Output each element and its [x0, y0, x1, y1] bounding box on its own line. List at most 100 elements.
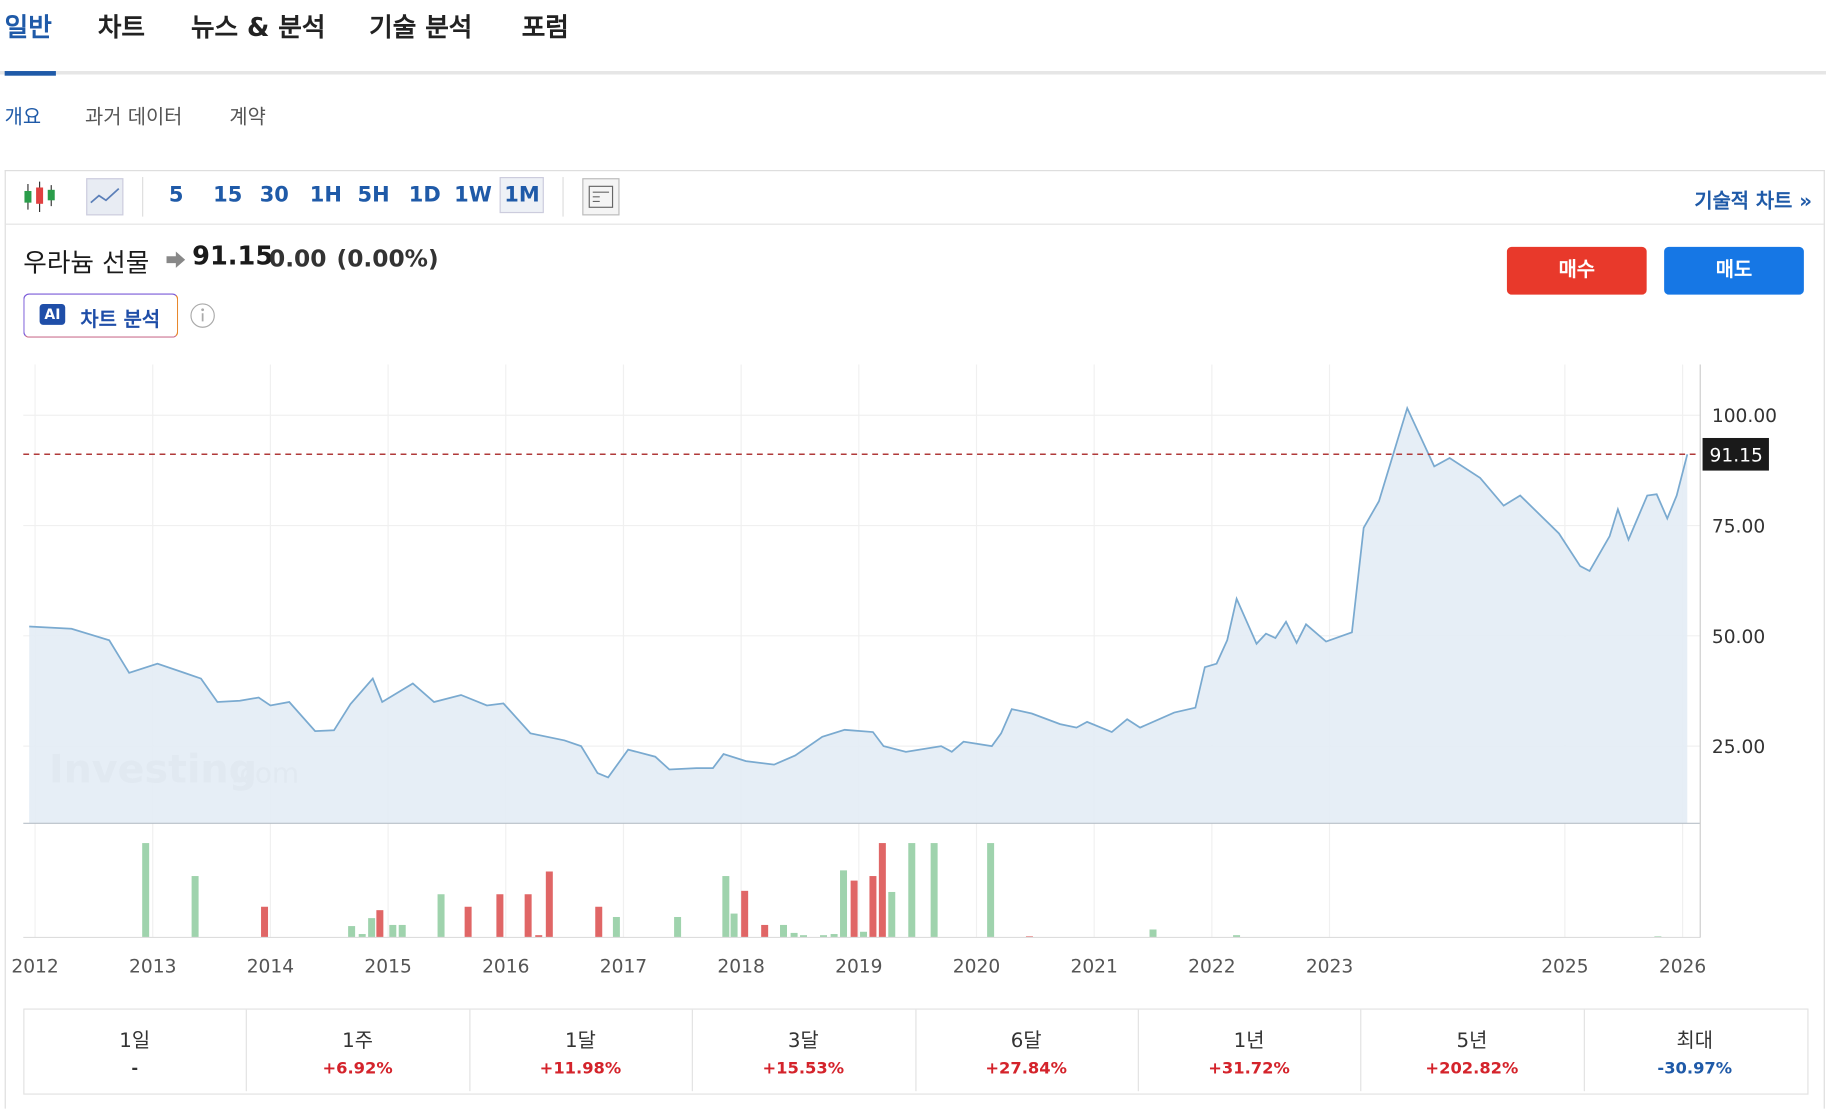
change-value: +31.72% [1208, 1059, 1290, 1079]
period: 3달 [787, 1029, 819, 1053]
volume-bar [368, 918, 376, 938]
volume-bar [987, 843, 995, 938]
volume-bar [830, 934, 838, 938]
ai-chip[interactable]: AI 차트 분석 [23, 293, 179, 338]
x-tick-label: 2023 [1306, 956, 1353, 977]
chart-frame [4, 170, 1825, 1109]
x-tick-label: 2026 [1659, 956, 1706, 977]
volume-bar [358, 934, 366, 938]
performance-cell: 1주 +6.92% [246, 1009, 471, 1092]
last-price-label: 91.15 [1710, 445, 1763, 466]
x-tick-label: 2012 [11, 956, 58, 977]
tab[interactable]: 포럼 [521, 13, 569, 44]
candle-icon[interactable] [23, 181, 56, 214]
y-tick-label: 50.00 [1712, 627, 1765, 648]
volume-bar [730, 913, 738, 938]
volume-bar [191, 876, 199, 938]
interval[interactable]: 1W [454, 182, 492, 208]
performance-cell: 3달 +15.53% [692, 1009, 916, 1092]
volume-bar [860, 931, 868, 938]
info-icon[interactable] [190, 303, 216, 329]
volume-bar [348, 926, 356, 938]
volume-bar [142, 843, 150, 938]
period: 최대 [1676, 1029, 1713, 1053]
change-value: +15.53% [762, 1059, 845, 1079]
change-value: +202.82% [1425, 1059, 1519, 1079]
change: 0.00 [269, 244, 327, 273]
interval[interactable]: 15 [213, 182, 243, 208]
change-value: - [131, 1059, 139, 1079]
interval[interactable]: 5H [357, 182, 390, 208]
period: 1달 [565, 1029, 596, 1053]
x-tick-label: 2025 [1541, 956, 1588, 977]
x-tick-label: 2021 [1070, 956, 1117, 977]
volume-bar [888, 891, 896, 938]
buy-button[interactable]: 매수 [1506, 246, 1647, 295]
y-tick-label: 25.00 [1712, 737, 1765, 758]
x-tick-label: 2014 [247, 956, 294, 977]
period: 1년 [1233, 1029, 1265, 1053]
last-price-box [1702, 437, 1769, 471]
volume-bar [398, 924, 406, 938]
performance-cell: 1일 - [23, 1009, 248, 1092]
interval[interactable]: 1D [408, 182, 441, 208]
volume-bar [780, 924, 787, 938]
tab[interactable]: 차트 [97, 13, 145, 44]
period: 1주 [342, 1029, 373, 1053]
x-tick-label: 2022 [1188, 956, 1235, 977]
ai-label: 차트 분석 [80, 308, 161, 332]
change-value: +6.92% [322, 1059, 393, 1079]
subtab[interactable]: 과거 데이터 [85, 105, 183, 130]
interval[interactable]: 30 [259, 182, 289, 208]
volume-bar [612, 916, 620, 938]
subtab[interactable]: 계약 [229, 105, 266, 130]
interval[interactable]: 1H [309, 182, 342, 208]
volume-bar [840, 870, 848, 938]
volume-bar [524, 894, 532, 938]
volume-bar [535, 935, 543, 938]
tab-indicator [4, 71, 56, 76]
line-icon[interactable] [86, 178, 124, 216]
tab[interactable]: 일반 [4, 13, 52, 44]
tab[interactable]: 기술 분석 [369, 13, 473, 44]
tab-rule [0, 71, 1826, 75]
news-icon[interactable] [582, 178, 620, 216]
interval[interactable]: 5 [168, 182, 184, 208]
x-tick-label: 2016 [482, 956, 529, 977]
chart: 2012 2013 2014 2015 2016 2017 2018 2019 2020 2021… [11, 364, 1777, 977]
tab[interactable]: 뉴스 & 분석 [190, 13, 326, 44]
instrument-name: 우라늄 선물 [23, 249, 150, 279]
performance-cell: 5년 +202.82% [1360, 1009, 1585, 1092]
period: 6달 [1010, 1029, 1042, 1053]
volume-bar [437, 894, 445, 938]
divider [562, 177, 564, 217]
volume-bar [761, 924, 769, 938]
volume-bar [800, 935, 808, 938]
period: 1일 [119, 1029, 151, 1053]
x-tick-label: 2013 [129, 956, 176, 977]
technical-chart-link[interactable]: 기술적 차트 » [1694, 189, 1813, 214]
volume-bar [878, 843, 886, 938]
period: 5년 [1456, 1029, 1488, 1053]
x-tick-label: 2017 [600, 956, 647, 977]
volume-bar [376, 910, 384, 938]
price: 91.15 [192, 242, 274, 272]
subtab[interactable]: 개요 [4, 105, 42, 130]
x-tick-label: 2015 [364, 956, 411, 977]
performance-cell: 1년 +31.72% [1138, 1009, 1362, 1092]
volume-bar [722, 876, 730, 938]
sell-button[interactable]: 매도 [1664, 246, 1804, 295]
change-value: -30.97% [1657, 1059, 1733, 1079]
divider [142, 177, 144, 217]
performance-table [23, 1008, 1809, 1095]
volume-bar [820, 935, 828, 938]
volume-bar [741, 890, 749, 938]
volume-bar [261, 906, 269, 938]
volume-bar [389, 924, 397, 938]
volume-bar [674, 916, 682, 938]
change-value: +27.84% [985, 1059, 1067, 1079]
ai-badge: AI [39, 303, 66, 325]
performance-cell: 6달 +27.84% [915, 1009, 1139, 1092]
toolbar-rule [4, 223, 1824, 225]
interval-active[interactable]: 1M [499, 177, 545, 214]
